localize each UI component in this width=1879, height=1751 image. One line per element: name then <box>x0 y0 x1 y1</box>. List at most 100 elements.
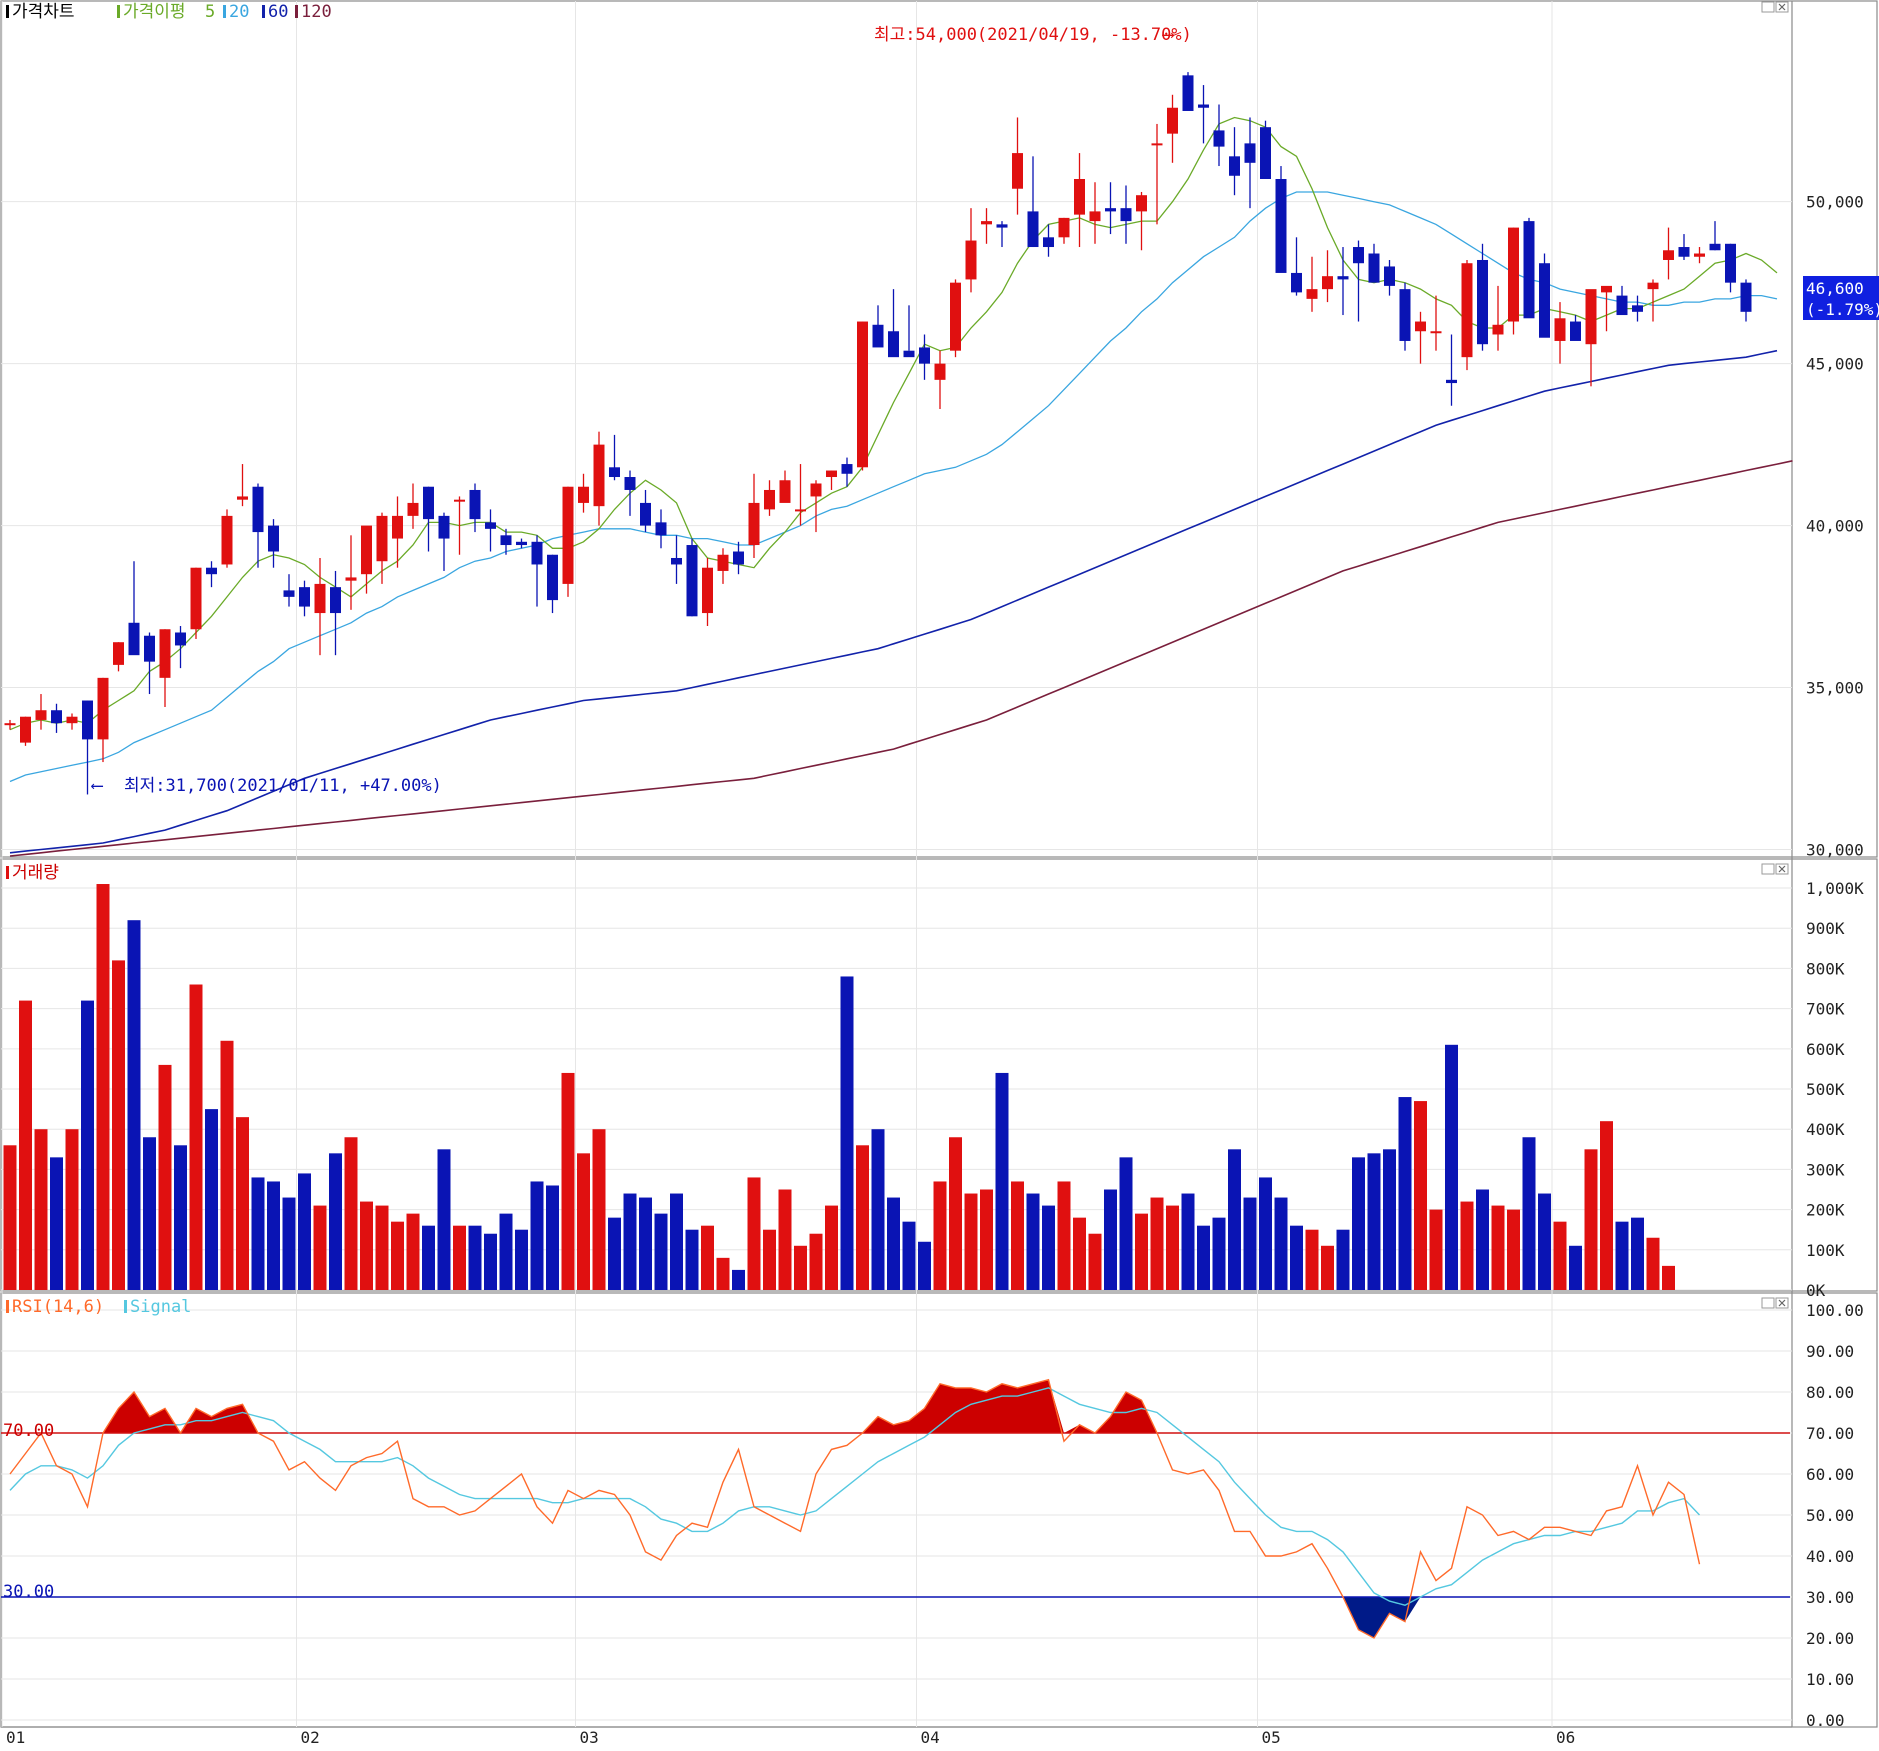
volume-bar <box>220 1040 234 1290</box>
candlesticks <box>4 72 1752 795</box>
month-tick-label: 04 <box>921 1728 940 1747</box>
candle-body <box>1709 243 1721 251</box>
candle-body <box>1725 243 1736 283</box>
candle-body <box>1182 75 1194 111</box>
volume-bar <box>856 1145 869 1290</box>
candle-body <box>299 587 310 607</box>
volume-legend: 거래량 <box>6 863 59 883</box>
volume-bar <box>1135 1213 1148 1290</box>
candle-body <box>1694 253 1705 257</box>
volume-bar <box>1336 1229 1350 1290</box>
volume-bar <box>1150 1197 1164 1290</box>
candle-body <box>1399 289 1411 341</box>
minimize-button[interactable] <box>1761 863 1775 875</box>
volume-bar <box>360 1201 373 1290</box>
volume-bar <box>282 1197 296 1290</box>
volume-bar <box>654 1213 668 1290</box>
candle-body <box>965 240 977 280</box>
volume-bar <box>561 1072 575 1290</box>
candle-body <box>1368 253 1380 283</box>
month-tick-label: 03 <box>580 1728 599 1747</box>
candle-body <box>392 515 403 539</box>
candle-body <box>268 525 279 552</box>
candle-body <box>857 321 868 468</box>
volume-bar <box>251 1177 265 1290</box>
volume-bar <box>112 960 125 1290</box>
candle-body <box>1616 295 1628 316</box>
volume-bar <box>964 1193 978 1290</box>
candle-body <box>97 677 109 740</box>
candle-body <box>1074 179 1085 215</box>
minimize-button[interactable] <box>1761 1 1775 13</box>
volume-tick-label: 800K <box>1806 959 1845 978</box>
candle-body <box>1120 208 1132 222</box>
low-label: 최저:31,700(2021/01/11, +47.00%) <box>124 776 442 796</box>
volume-bar <box>1445 1044 1458 1290</box>
candle-body <box>144 635 155 662</box>
candle-body <box>314 583 326 614</box>
volume-bar <box>530 1181 544 1290</box>
rsi-tick-label: 100.00 <box>1806 1301 1864 1320</box>
candle-body <box>1554 318 1566 341</box>
price-tick-label: 30,000 <box>1806 841 1864 860</box>
volume-bar <box>1507 1209 1520 1290</box>
volume-bar <box>313 1205 327 1290</box>
candle-body <box>1105 208 1116 212</box>
volume-bar <box>50 1157 63 1290</box>
volume-bar <box>825 1205 838 1290</box>
candle-body <box>159 629 171 678</box>
grid-layer <box>1 1 1792 1727</box>
volume-bar <box>1429 1209 1443 1290</box>
rsi-line <box>9 1378 1701 1639</box>
month-tick-label: 05 <box>1262 1728 1281 1747</box>
volume-bar <box>468 1225 482 1290</box>
volume-tick-label: 1,000K <box>1806 879 1864 898</box>
ma20-legend: 20 <box>229 2 249 22</box>
volume-bar <box>19 1000 32 1290</box>
candle-body <box>113 642 124 665</box>
volume-bar <box>1026 1193 1040 1290</box>
candle-body <box>1213 130 1225 147</box>
volume-bar <box>236 1117 249 1290</box>
volume-bar <box>778 1189 792 1290</box>
volume-bar <box>515 1229 528 1290</box>
candle-body <box>671 557 682 565</box>
rsi-tick-label: 80.00 <box>1806 1383 1854 1402</box>
candle-body <box>1275 179 1287 273</box>
volume-bar <box>344 1137 358 1290</box>
volume-tick-label: 0K <box>1806 1281 1826 1300</box>
candle-body <box>20 716 31 743</box>
volume-bar <box>716 1257 730 1290</box>
volume-bar <box>1553 1221 1567 1290</box>
ma5-legend: 5 <box>205 2 215 22</box>
volume-bar <box>980 1189 993 1290</box>
volume-bar <box>1088 1233 1102 1290</box>
volume-bar <box>1584 1149 1598 1290</box>
candle-body <box>1136 195 1147 212</box>
month-tick-label: 01 <box>6 1728 25 1747</box>
volume-bar <box>902 1221 916 1290</box>
volume-bar <box>329 1153 342 1290</box>
rsi-oversold-area <box>10 1597 1700 1638</box>
candle-body <box>841 464 853 474</box>
candle-body <box>1353 247 1364 264</box>
rsi-tick-label: 10.00 <box>1806 1670 1854 1689</box>
candle-body <box>717 554 729 571</box>
ma120-legend: 120 <box>301 2 332 22</box>
candle-body <box>454 499 465 502</box>
ma-legend-title: 가격이평 <box>123 2 186 22</box>
candle-body <box>1663 250 1674 260</box>
volume-bar <box>794 1245 807 1290</box>
candle-body <box>1632 305 1643 312</box>
volume-bar <box>608 1217 621 1290</box>
candle-body <box>624 477 636 490</box>
rsi-tick-label: 0.00 <box>1806 1711 1845 1730</box>
volume-title: 거래량 <box>12 863 59 883</box>
volume-bar <box>1212 1217 1226 1290</box>
rsi-tick-label: 20.00 <box>1806 1629 1854 1648</box>
volume-bar <box>623 1193 637 1290</box>
minimize-button[interactable] <box>1761 1297 1775 1309</box>
candle-body <box>407 502 419 516</box>
